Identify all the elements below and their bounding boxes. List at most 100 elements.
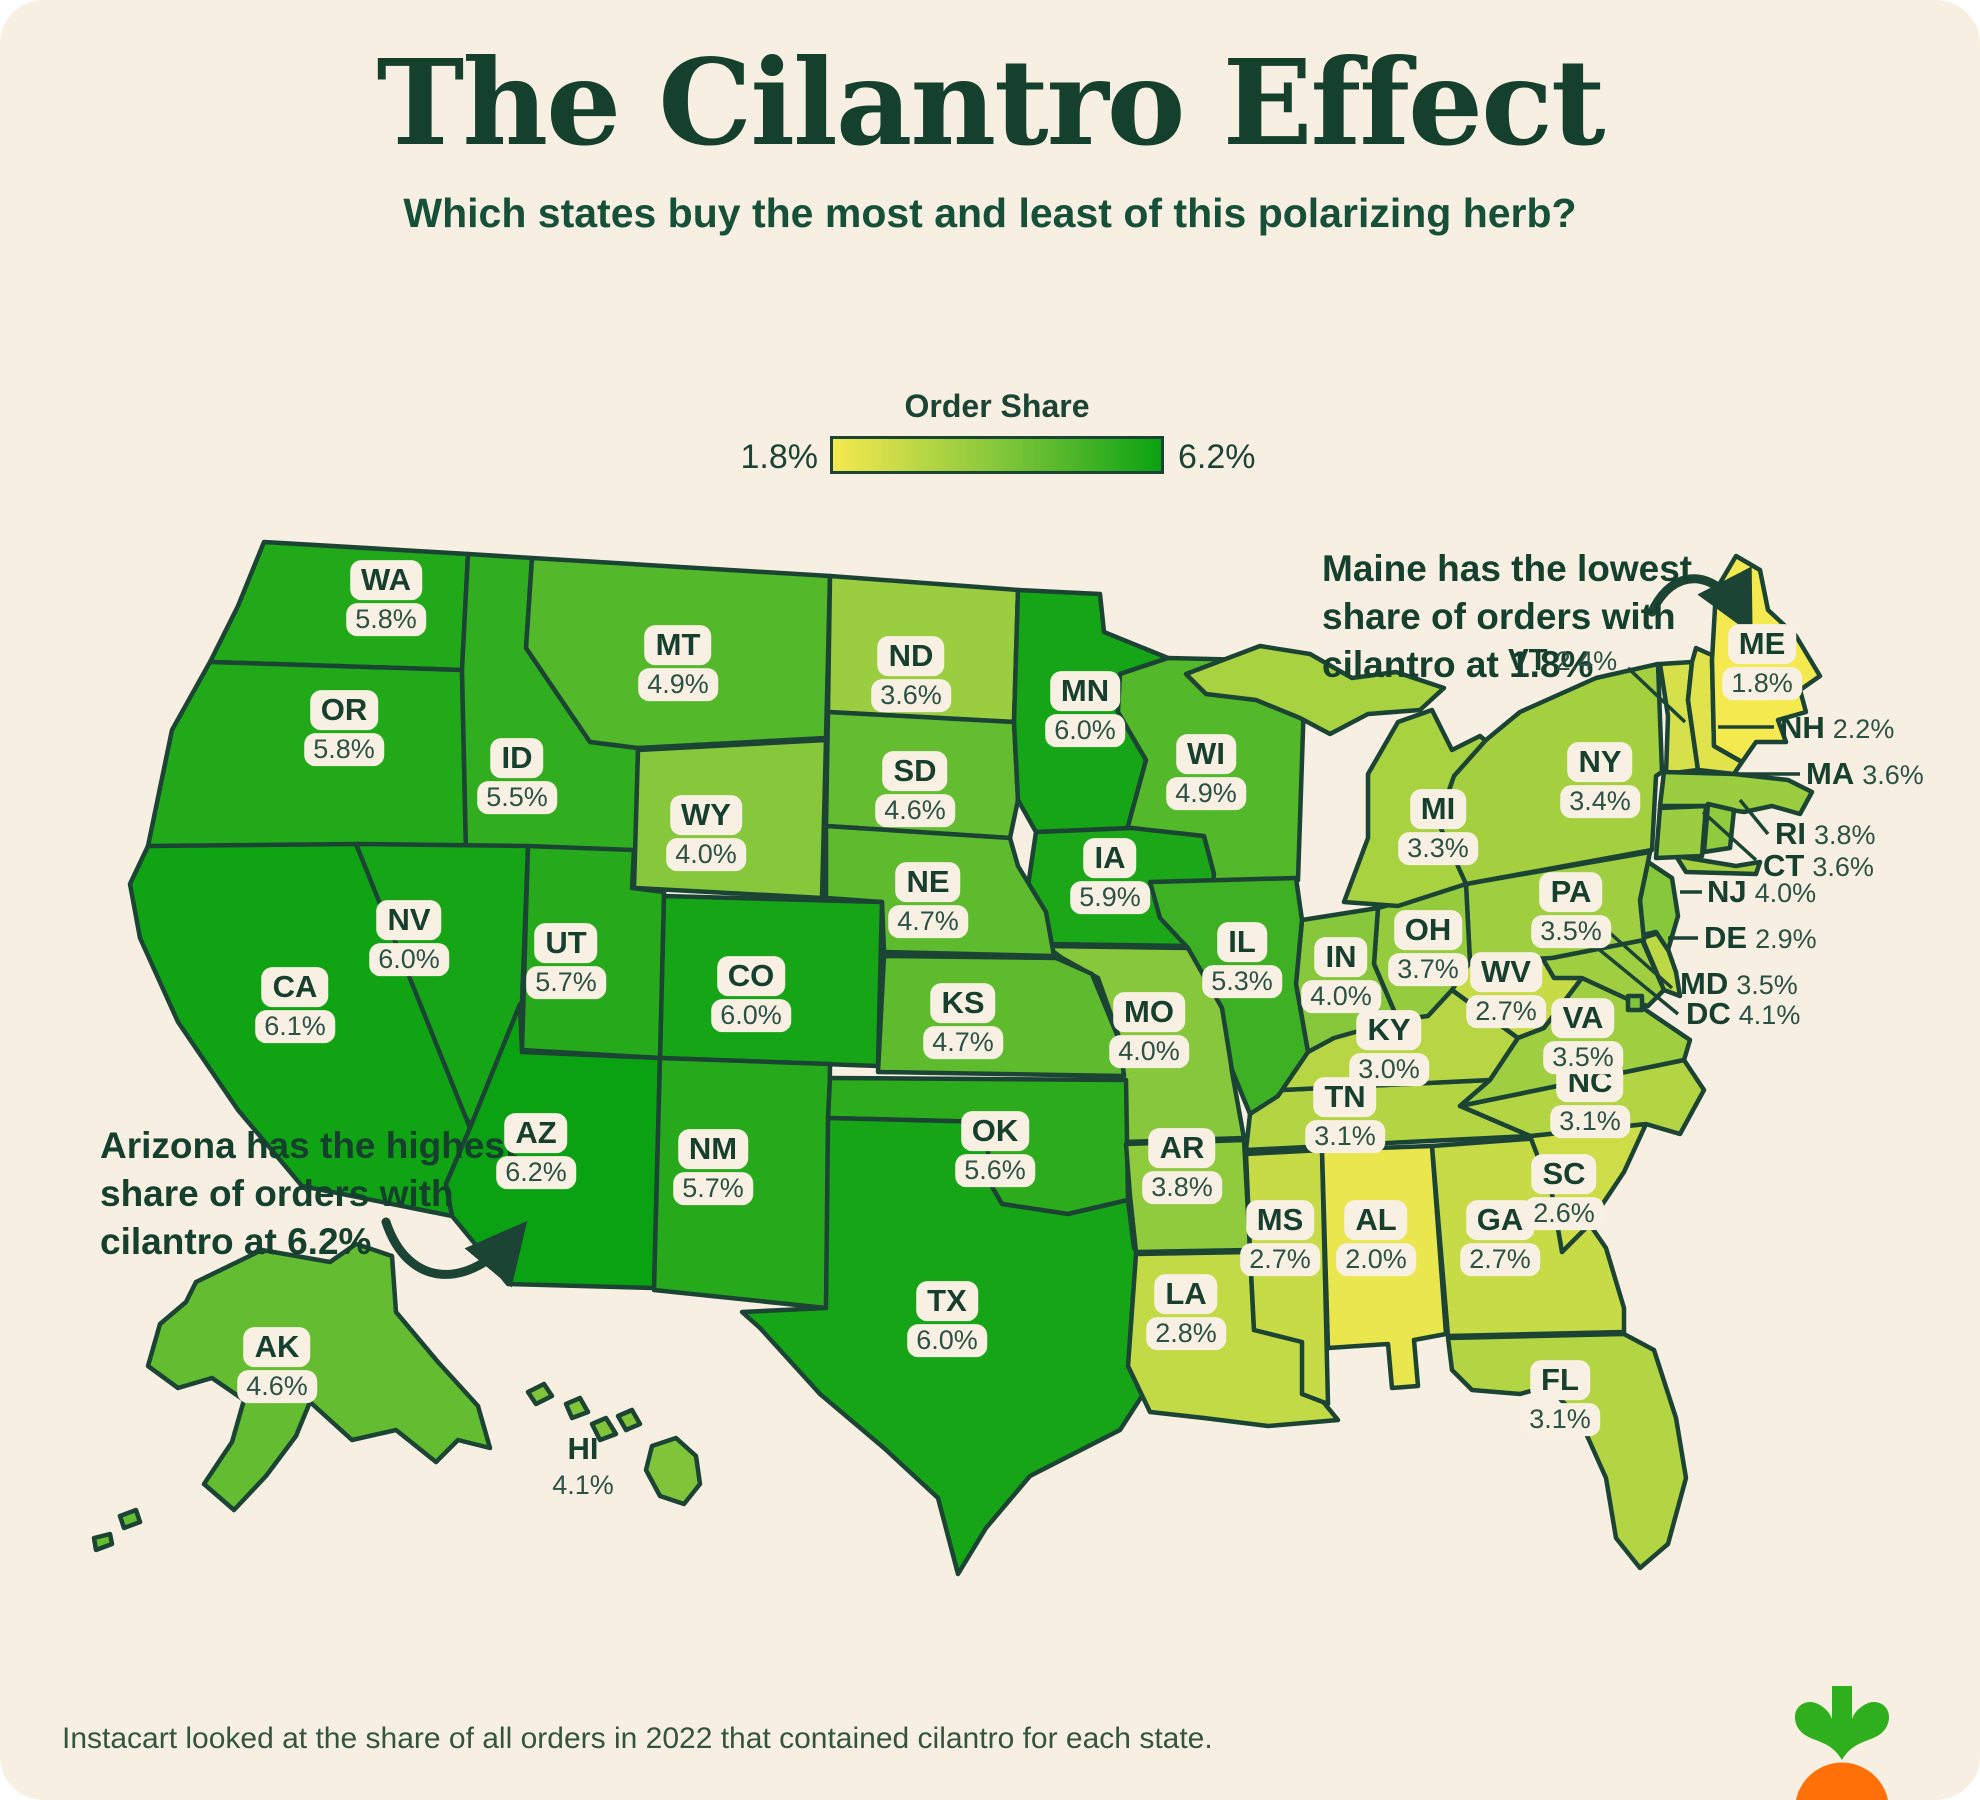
state-label-CO: CO 6.0% xyxy=(711,956,791,1032)
callout-NJ: NJ 4.0% xyxy=(1707,874,1816,910)
state-label-WA: WA 5.8% xyxy=(346,560,426,636)
state-value: 3.6% xyxy=(1812,852,1874,882)
state-label-MI: MI 3.3% xyxy=(1398,789,1478,865)
state-value: 2.9% xyxy=(1755,924,1817,954)
state-abbr: VA xyxy=(1551,998,1615,1038)
state-label-NE: NE 4.7% xyxy=(888,862,968,938)
state-value: 3.1% xyxy=(1305,1119,1385,1153)
state-value: 4.9% xyxy=(1166,776,1246,810)
state-abbr: DE xyxy=(1704,920,1748,955)
header: The Cilantro Effect Which states buy the… xyxy=(0,38,1980,237)
state-value: 4.7% xyxy=(888,904,968,938)
state-NY-shape xyxy=(1673,853,1763,877)
state-abbr: ID xyxy=(490,738,544,778)
state-abbr: VT xyxy=(1508,642,1548,677)
state-abbr: MN xyxy=(1049,671,1121,711)
state-value: 4.0% xyxy=(666,837,746,871)
state-AK-shape xyxy=(117,1507,143,1531)
state-value: 5.7% xyxy=(526,965,606,999)
state-value: 5.3% xyxy=(1202,964,1282,998)
state-value: 6.0% xyxy=(369,942,449,976)
legend-title: Order Share xyxy=(904,388,1090,424)
state-label-TX: TX 6.0% xyxy=(907,1281,987,1357)
state-label-NM: NM 5.7% xyxy=(673,1129,753,1205)
state-abbr: NE xyxy=(895,862,961,902)
state-abbr: OH xyxy=(1393,910,1463,950)
state-abbr: NH xyxy=(1780,710,1825,745)
state-HI-shape xyxy=(615,1407,643,1433)
state-value: 6.2% xyxy=(496,1155,576,1189)
state-label-KY: KY 3.0% xyxy=(1349,1010,1429,1086)
state-abbr: NM xyxy=(677,1129,749,1169)
state-WA-shape xyxy=(207,539,471,673)
state-label-ND: ND 3.6% xyxy=(871,636,951,712)
state-abbr: KY xyxy=(1356,1010,1422,1050)
page-title: The Cilantro Effect xyxy=(376,33,1606,172)
state-value: 5.8% xyxy=(304,732,384,766)
state-value: 5.7% xyxy=(673,1171,753,1205)
state-abbr: CT xyxy=(1763,848,1805,883)
state-abbr: CO xyxy=(716,956,786,996)
state-abbr: HI xyxy=(567,1431,599,1467)
state-label-VA: VA 3.5% xyxy=(1543,998,1623,1074)
callout-line-CT xyxy=(1701,810,1758,862)
state-abbr: GA xyxy=(1465,1200,1535,1240)
state-label-WI: WI 4.9% xyxy=(1166,734,1246,810)
state-label-PA: PA 3.5% xyxy=(1531,872,1611,948)
state-label-MO: MO 4.0% xyxy=(1109,992,1189,1068)
state-value: 4.6% xyxy=(875,793,955,827)
callout-MA: MA 3.6% xyxy=(1806,756,1924,792)
callout-line-MD xyxy=(1600,924,1674,990)
state-abbr: SC xyxy=(1531,1154,1597,1194)
state-label-WY: WY 4.0% xyxy=(666,795,746,871)
state-value: 3.7% xyxy=(1388,952,1468,986)
state-label-IA: IA 5.9% xyxy=(1070,838,1150,914)
state-label-TN: TN 3.1% xyxy=(1305,1077,1385,1153)
state-value: 3.5% xyxy=(1543,1040,1623,1074)
state-value: 3.8% xyxy=(1814,820,1876,850)
state-value: 3.5% xyxy=(1736,970,1798,1000)
state-value: 3.1% xyxy=(1550,1104,1630,1138)
state-label-KS: KS 4.7% xyxy=(923,983,1003,1059)
state-abbr: MS xyxy=(1245,1200,1315,1240)
callout-MD: MD 3.5% xyxy=(1680,966,1798,1002)
state-abbr: MA xyxy=(1806,756,1855,791)
legend-gradient-bar xyxy=(830,436,1164,474)
state-CT-shape xyxy=(1653,803,1709,861)
state-label-ME: ME 1.8% xyxy=(1722,624,1802,700)
state-label-ID: ID 5.5% xyxy=(477,738,557,814)
legend-max-label: 6.2% xyxy=(1178,438,1256,476)
state-label-IN: IN 4.0% xyxy=(1301,937,1381,1013)
state-abbr: IN xyxy=(1314,937,1368,977)
state-value: 2.7% xyxy=(1466,994,1546,1028)
state-label-MT: MT 4.9% xyxy=(638,625,718,701)
state-label-AZ: AZ 6.2% xyxy=(496,1113,576,1189)
state-value: 3.5% xyxy=(1531,914,1611,948)
state-value: 4.1% xyxy=(1738,1000,1801,1030)
state-abbr: PA xyxy=(1539,872,1603,912)
callout-DE: DE 2.9% xyxy=(1704,920,1817,956)
state-abbr: TX xyxy=(916,1281,978,1321)
state-abbr: AK xyxy=(243,1327,311,1367)
state-label-NV: NV 6.0% xyxy=(369,900,449,976)
state-label-NY: NY 3.4% xyxy=(1560,742,1640,818)
maine-annotation: Maine has the lowest share of orders wit… xyxy=(1322,548,1693,686)
state-label-MS: MS 2.7% xyxy=(1240,1200,1320,1276)
state-abbr: CA xyxy=(261,967,329,1007)
state-value: 3.3% xyxy=(1398,831,1478,865)
state-value: 2.8% xyxy=(1146,1316,1226,1350)
state-HI-shape xyxy=(525,1381,555,1407)
state-DC-shape xyxy=(1625,993,1645,1013)
callout-line-VT xyxy=(1626,666,1687,724)
state-value: 4.0% xyxy=(1109,1034,1189,1068)
callout-line-DC xyxy=(1588,940,1680,1016)
state-abbr: WV xyxy=(1470,952,1542,992)
state-label-FL: FL 3.1% xyxy=(1520,1360,1600,1436)
callout-RI: RI 3.8% xyxy=(1775,816,1876,852)
arizona-annotation: Arizona has the highest share of orders … xyxy=(100,1125,518,1263)
callout-CT: CT 3.6% xyxy=(1763,848,1874,884)
state-label-MN: MN 6.0% xyxy=(1045,671,1125,747)
state-label-AL: AL 2.0% xyxy=(1336,1200,1416,1276)
carrot-body-icon xyxy=(1796,1762,1888,1800)
